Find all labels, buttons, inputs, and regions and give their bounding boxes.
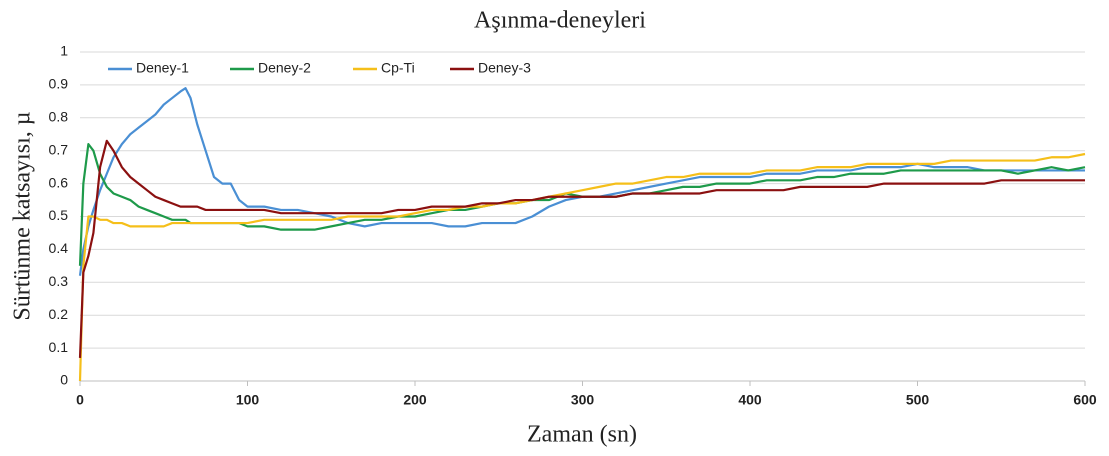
- x-axis-label: Zaman (sn): [527, 422, 637, 448]
- y-tick-label: 0: [60, 372, 68, 388]
- y-tick-label: 0.8: [49, 109, 69, 125]
- chart-title: Aşınma-deneyleri: [474, 8, 646, 34]
- x-tick-label: 100: [236, 392, 260, 408]
- data-line: [78, 152, 1086, 382]
- x-tick-label: 300: [571, 392, 595, 408]
- x-tick-label: 0: [76, 392, 84, 408]
- y-tick-label: 0.2: [49, 306, 69, 322]
- data-line: [78, 143, 1086, 266]
- x-tick-label: 500: [906, 392, 930, 408]
- legend-label: Deney-3: [478, 60, 531, 76]
- x-tick-label: 200: [403, 392, 427, 408]
- x-tick-label: 600: [1073, 392, 1097, 408]
- y-tick-label: 0.5: [49, 207, 69, 223]
- legend-label: Deney-2: [258, 60, 311, 76]
- data-line: [78, 139, 1085, 359]
- y-axis-label: Sürtünme katsayısı, µ: [10, 111, 36, 320]
- y-tick-label: 0.4: [49, 240, 69, 256]
- x-tick-label: 400: [738, 392, 762, 408]
- legend-label: Cp-Ti: [381, 60, 415, 76]
- legend-label: Deney-1: [136, 60, 189, 76]
- y-tick-label: 0.3: [49, 273, 69, 289]
- data-line: [78, 87, 1085, 276]
- y-tick-label: 1: [60, 43, 68, 59]
- y-tick-label: 0.6: [49, 174, 69, 190]
- y-tick-label: 0.7: [49, 141, 69, 157]
- y-tick-label: 0.1: [49, 339, 69, 355]
- y-tick-label: 0.9: [49, 76, 69, 92]
